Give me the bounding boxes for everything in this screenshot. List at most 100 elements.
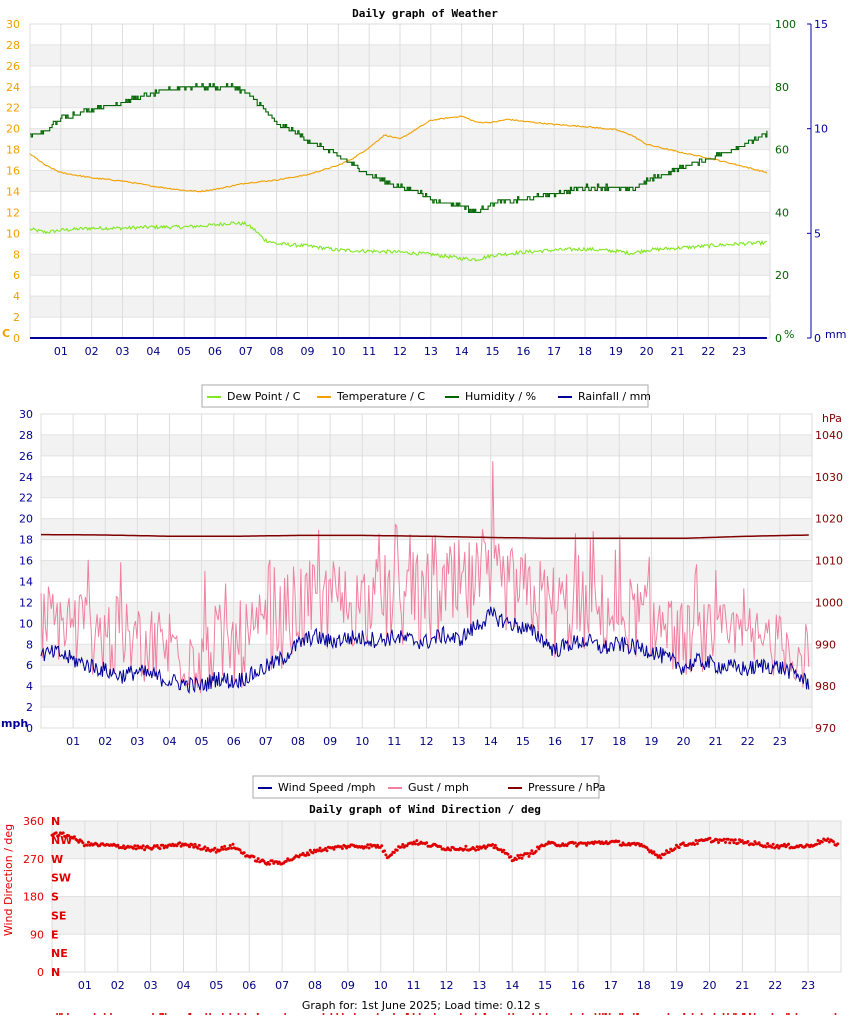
x-tick-label: 18 (612, 735, 626, 748)
direction-point-low (512, 1013, 515, 1015)
direction-point-low (667, 1013, 670, 1015)
direction-point (659, 856, 663, 860)
x-tick-label: 05 (195, 735, 209, 748)
x-tick-label: 02 (111, 979, 125, 992)
direction-point (717, 841, 720, 844)
direction-point (585, 843, 589, 847)
y-tick-label-left: 30 (6, 18, 20, 31)
legends: Dew Point / C Temperature / C Humidity / %… (201, 384, 651, 799)
x-tick-label: 11 (362, 345, 376, 358)
direction-point-low (103, 1013, 106, 1015)
x-tick-label: 03 (116, 345, 130, 358)
direction-point (693, 843, 697, 846)
y-tick-label-left: 14 (6, 185, 20, 198)
direction-point-low (322, 1013, 325, 1015)
x-tick-label: 08 (270, 345, 284, 358)
direction-point-low (433, 1013, 436, 1015)
x-tick-label: 06 (242, 979, 256, 992)
series-line-gust (40, 461, 810, 694)
x-tick-label: 16 (516, 345, 530, 358)
direction-point (646, 848, 650, 852)
direction-point-low (341, 1013, 344, 1015)
wind-pressure-chart: 01 02 03 04 05 06 07 08 09 10 11 12 13 14 15 16 17 18 19 20… (1, 408, 843, 748)
direction-point-low (152, 1013, 154, 1015)
compass-label: N (51, 966, 60, 979)
direction-point (256, 857, 260, 861)
x-tick-label: 01 (78, 979, 92, 992)
direction-point-low (256, 1013, 259, 1015)
direction-point (620, 843, 624, 847)
direction-point (736, 841, 740, 845)
direction-point (655, 853, 659, 857)
direction-point (324, 846, 328, 850)
direction-point-low (376, 1013, 379, 1015)
direction-point-low (834, 1013, 837, 1015)
plot-frame (51, 820, 842, 973)
y-tick-label-left: 30 (19, 408, 33, 421)
direction-point (652, 850, 656, 854)
direction-point (392, 851, 396, 854)
direction-point (658, 854, 661, 858)
direction-point (116, 843, 120, 847)
direction-point-low (159, 1013, 162, 1015)
x-tick-label: 11 (407, 979, 421, 992)
direction-point-low (771, 1013, 774, 1015)
x-tick-label: 19 (670, 979, 684, 992)
direction-point (131, 846, 135, 850)
direction-point (192, 845, 196, 849)
direction-point (242, 851, 246, 855)
y-tick-label-left: 26 (19, 450, 33, 463)
direction-point (449, 848, 452, 852)
x-tick-label: 22 (741, 735, 755, 748)
x-tick-label: 12 (393, 345, 407, 358)
direction-point (413, 842, 417, 846)
direction-point (826, 837, 830, 841)
legend-weather-label: Rainfall / mm (578, 390, 651, 403)
x-tick-label: 23 (732, 345, 746, 358)
x-tick-label: 17 (604, 979, 618, 992)
direction-point (724, 840, 727, 844)
direction-point (415, 839, 419, 843)
direction-point (782, 842, 786, 846)
direction-point-low (743, 1013, 746, 1015)
x-tick-label: 09 (301, 345, 315, 358)
x-tick-label: 06 (227, 735, 241, 748)
direction-point-low (418, 1013, 421, 1015)
y-tick-label-left: 8 (13, 248, 20, 261)
direction-point (491, 843, 495, 846)
y-tick-label-right: 970 (815, 722, 836, 735)
direction-point (268, 862, 271, 866)
direction-point (67, 834, 71, 838)
x-tick-label: 13 (472, 979, 486, 992)
direction-point-low (732, 1013, 735, 1015)
direction-point (81, 841, 85, 845)
direction-point (740, 839, 744, 843)
direction-point (425, 841, 429, 845)
direction-point (221, 847, 225, 851)
direction-point-low (188, 1013, 191, 1015)
compass-label: NE (51, 947, 68, 960)
direction-point (731, 838, 734, 842)
direction-point (463, 847, 466, 851)
y-tick-label-left: 18 (19, 534, 33, 547)
x-tick-label: 19 (609, 345, 623, 358)
direction-point (376, 843, 379, 847)
y-tick-label-left: 6 (13, 269, 20, 282)
y-tick-label: 180 (23, 891, 44, 904)
x-tick-label: 16 (571, 979, 585, 992)
direction-point (520, 856, 524, 860)
direction-point (746, 840, 750, 843)
y-tick-label-left: 26 (6, 60, 20, 73)
direction-point-low (508, 1013, 510, 1015)
y-axis-unit-right: hPa (822, 412, 842, 425)
direction-point-low (581, 1013, 584, 1015)
direction-point (366, 843, 370, 847)
legend-wind-label: Wind Speed /mph (278, 781, 376, 794)
direction-point (766, 842, 770, 846)
direction-point (401, 843, 405, 846)
direction-point (57, 833, 61, 837)
direction-point (179, 844, 183, 848)
direction-point-low (539, 1013, 541, 1015)
direction-point (196, 846, 200, 850)
